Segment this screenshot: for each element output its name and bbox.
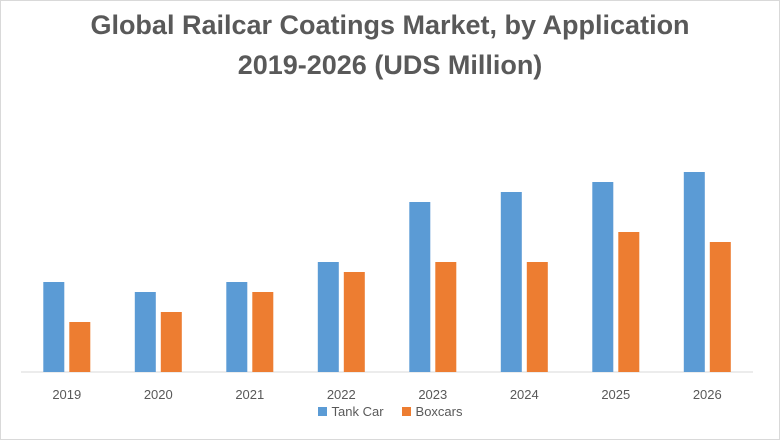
chart-subtitle: 2019-2026 (UDS Million): [237, 50, 543, 80]
bar-series-2-2020: [160, 312, 182, 372]
legend-swatch-series-2: [401, 407, 411, 416]
legend-item-series-2: Boxcars: [401, 404, 463, 419]
bar-series-1-2024: [500, 192, 522, 372]
chart-title: Global Railcar Coatings Market, by Appli…: [90, 10, 690, 40]
x-tick-label-2024: 2024: [510, 387, 539, 402]
x-tick-label-2026: 2026: [693, 387, 722, 402]
legend-item-series-1: Tank Car: [317, 404, 384, 419]
bar-series-2-2026: [709, 242, 731, 372]
bar-series-2-2024: [526, 262, 548, 372]
bar-series-2-2023: [435, 262, 457, 372]
bar-series-1-2025: [592, 182, 614, 372]
bar-series-1-2020: [134, 292, 156, 372]
legend-label-series-2: Boxcars: [415, 404, 463, 419]
bar-series-2-2025: [618, 232, 640, 372]
bar-series-2-2022: [343, 272, 365, 372]
x-tick-label-2022: 2022: [327, 387, 356, 402]
bar-series-1-2026: [683, 172, 705, 372]
chart-title-block: Global Railcar Coatings Market, by Appli…: [1, 5, 779, 85]
x-tick-label-2020: 2020: [144, 387, 173, 402]
legend-label-series-1: Tank Car: [331, 404, 384, 419]
x-tick-label-2019: 2019: [52, 387, 81, 402]
x-tick-label-2023: 2023: [418, 387, 447, 402]
bar-series-1-2022: [317, 262, 339, 372]
bar-series-1-2019: [43, 282, 65, 372]
chart-legend: Tank Car Boxcars: [1, 404, 779, 419]
x-tick-label-2025: 2025: [601, 387, 630, 402]
bar-series-1-2023: [409, 202, 431, 372]
bar-series-2-2021: [252, 292, 274, 372]
legend-swatch-series-1: [317, 407, 327, 416]
bar-series-1-2021: [226, 282, 248, 372]
x-tick-label-2021: 2021: [235, 387, 264, 402]
bar-series-2-2019: [69, 322, 91, 372]
